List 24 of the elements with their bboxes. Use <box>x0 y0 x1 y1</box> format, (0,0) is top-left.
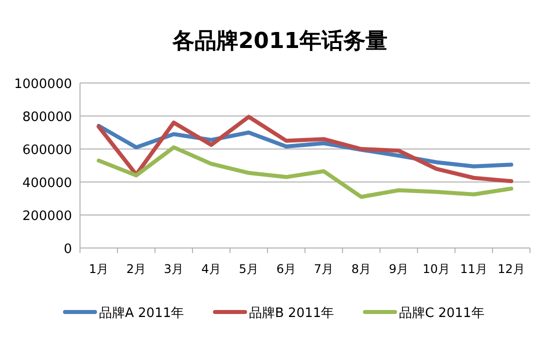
legend-label: 品牌C 2011年 <box>399 306 484 321</box>
y-tick-label: 1000000 <box>14 77 72 92</box>
x-tick-label: 8月 <box>351 262 372 276</box>
line-series <box>96 114 514 184</box>
y-tick-label: 0 <box>64 242 72 257</box>
y-tick-label: 200000 <box>22 209 72 224</box>
x-tick-label: 11月 <box>460 262 488 276</box>
y-tick-label: 600000 <box>22 143 72 158</box>
legend-label: 品牌A 2011年 <box>99 306 184 321</box>
line-series <box>96 145 514 199</box>
x-tick-label: 2月 <box>126 262 146 276</box>
y-tick-label: 800000 <box>22 110 72 125</box>
y-tick-label: 400000 <box>22 176 72 191</box>
legend-label: 品牌B 2011年 <box>249 306 334 321</box>
x-tick-label: 10月 <box>422 262 450 276</box>
x-tick-label: 3月 <box>164 262 184 276</box>
x-tick-label: 1月 <box>88 262 109 276</box>
x-tick-label: 12月 <box>498 262 525 276</box>
x-tick-label: 4月 <box>201 262 222 276</box>
x-tick-label: 7月 <box>314 262 334 276</box>
x-tick-label: 5月 <box>238 262 259 276</box>
chart-title: 各品牌2011年话务量 <box>171 29 388 54</box>
x-tick-label: 6月 <box>276 262 296 276</box>
x-tick-label: 9月 <box>388 262 409 276</box>
